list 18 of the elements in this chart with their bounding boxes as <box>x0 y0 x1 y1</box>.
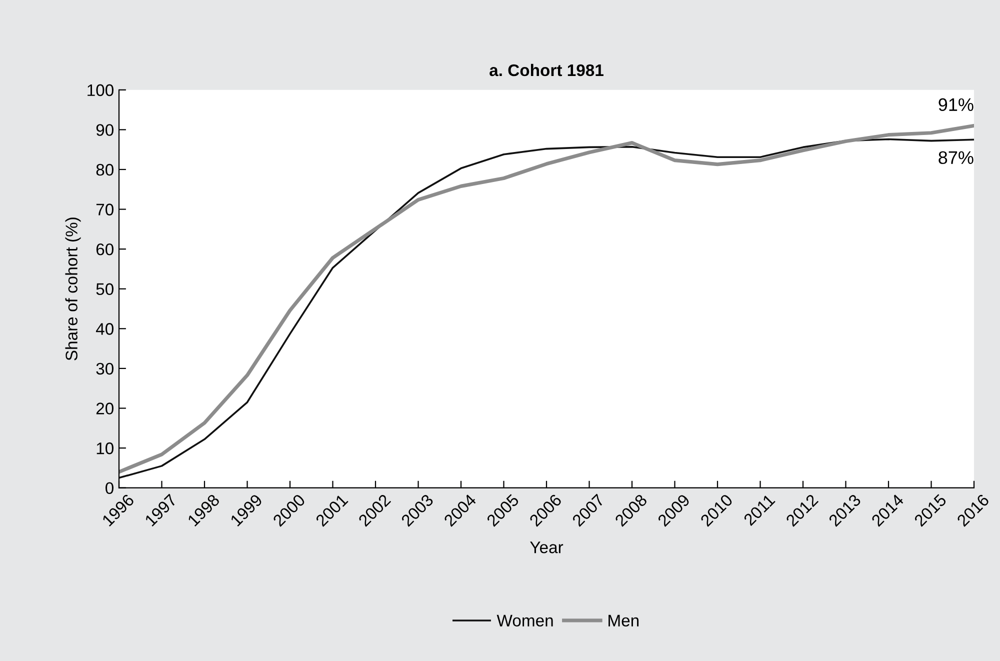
y-tick-label: 60 <box>96 243 114 256</box>
y-tick-label: 70 <box>96 204 114 216</box>
y-tick-label: 40 <box>96 323 114 335</box>
legend-label: Men <box>608 614 639 626</box>
annotation: 91% <box>938 98 974 112</box>
y-axis-title: Share of cohort (%) <box>65 218 81 360</box>
annotation: 87% <box>938 151 974 164</box>
y-tick-label: 100 <box>88 84 114 96</box>
legend-label: Women <box>496 614 553 626</box>
y-tick-label: 0 <box>106 482 114 494</box>
x-axis-title: Year <box>530 542 564 554</box>
chart-title: a. Cohort 1981 <box>490 64 604 76</box>
y-tick-label: 10 <box>96 442 114 454</box>
y-tick-label: 20 <box>96 402 114 414</box>
y-tick-label: 90 <box>96 124 114 136</box>
y-tick-label: 50 <box>96 283 114 296</box>
y-tick-label: 80 <box>96 164 114 176</box>
y-tick-label: 30 <box>96 362 114 375</box>
